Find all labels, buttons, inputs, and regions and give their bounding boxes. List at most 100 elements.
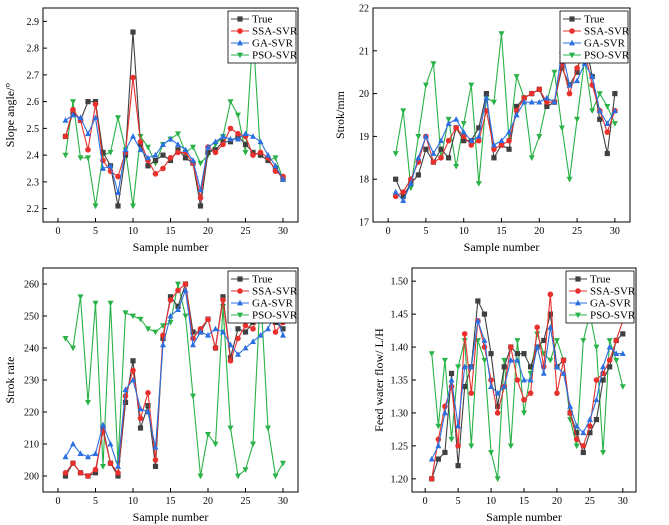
data-point: [573, 436, 580, 443]
data-point: [107, 150, 114, 156]
data-point: [175, 281, 181, 288]
data-point: [566, 90, 573, 97]
y-tick-label: 1.50: [391, 277, 409, 288]
y-tick-label: 230: [24, 376, 39, 387]
data-point: [488, 450, 495, 456]
x-tick-label: 30: [610, 226, 620, 237]
data-point: [453, 116, 460, 122]
data-point: [551, 69, 558, 76]
data-point: [107, 440, 114, 447]
data-point: [197, 160, 204, 167]
data-point: [554, 390, 560, 396]
data-point: [468, 82, 475, 89]
data-point: [100, 421, 106, 428]
data-point: [435, 423, 442, 430]
data-point: [257, 332, 264, 338]
data-point: [130, 74, 136, 81]
legend-marker: [237, 312, 243, 319]
data-point: [212, 325, 219, 332]
data-point: [589, 73, 596, 79]
data-point: [574, 430, 580, 436]
data-point: [586, 416, 593, 422]
data-point: [606, 338, 613, 344]
series-line: [395, 33, 616, 188]
data-point: [506, 128, 513, 135]
data-point: [175, 141, 181, 147]
x-tick-label: 10: [128, 226, 138, 237]
data-point: [197, 328, 204, 335]
data-point: [547, 324, 554, 330]
chart-panel-1: 0 5 10 15 20 25 30 2.2 2.3 2.4 2.5 2.6 2.7 2.8 2.9 Samp…: [3, 7, 299, 254]
data-point: [250, 338, 256, 344]
legend-marker: [237, 288, 243, 294]
data-point: [392, 151, 399, 157]
legend-label: GA-SVR: [252, 298, 294, 310]
data-point: [506, 146, 512, 152]
data-point: [137, 425, 144, 431]
data-point: [145, 390, 151, 396]
y-tick-label: 200: [24, 472, 39, 483]
data-point: [265, 425, 271, 432]
data-point: [536, 134, 543, 140]
x-tick-label: 0: [56, 496, 61, 507]
data-point: [438, 146, 444, 152]
data-point: [430, 159, 437, 165]
data-point: [438, 155, 444, 161]
data-point: [122, 146, 129, 153]
data-point: [400, 108, 407, 114]
legend-label: PSO-SVR: [252, 310, 298, 322]
data-point: [430, 150, 437, 156]
data-point: [175, 131, 181, 137]
data-point: [227, 125, 234, 132]
data-point: [152, 151, 159, 158]
data-point: [145, 144, 151, 151]
y-tick-label: 240: [24, 344, 39, 355]
y-axis-label: Feed water flow/ L/H: [372, 328, 386, 432]
data-point: [543, 94, 550, 101]
data-point: [212, 441, 219, 448]
data-point: [70, 106, 76, 113]
data-point: [100, 425, 106, 431]
data-point: [212, 138, 219, 145]
data-point: [468, 443, 475, 450]
data-point: [227, 135, 234, 142]
data-point: [115, 115, 121, 121]
data-point: [242, 329, 249, 335]
data-point: [257, 149, 264, 156]
data-point: [167, 294, 174, 300]
data-point: [227, 99, 234, 105]
x-tick-label: 0: [423, 496, 428, 507]
data-point: [574, 77, 581, 84]
data-point: [596, 107, 603, 114]
data-point: [587, 423, 593, 429]
data-point: [167, 312, 174, 319]
data-point: [175, 306, 181, 312]
data-point: [422, 133, 429, 139]
x-tick-label: 30: [278, 226, 288, 237]
data-point: [488, 383, 495, 389]
series-line: [395, 50, 616, 202]
data-point: [77, 450, 84, 456]
data-point: [551, 98, 558, 105]
data-point: [190, 393, 196, 400]
data-point: [70, 111, 76, 118]
data-point: [197, 186, 204, 193]
data-point: [461, 138, 467, 144]
data-point: [272, 162, 279, 169]
data-point: [152, 457, 159, 463]
data-point: [442, 449, 448, 456]
data-point: [514, 351, 521, 357]
data-point: [137, 405, 144, 412]
legend-label: True: [252, 274, 272, 286]
data-point: [604, 150, 610, 157]
x-tick-label: 5: [93, 226, 98, 237]
data-point: [438, 137, 445, 144]
data-point: [580, 429, 587, 436]
x-tick-label: 5: [423, 226, 428, 237]
data-point: [272, 329, 279, 335]
series-pso-svr: [392, 31, 618, 191]
data-point: [541, 337, 547, 344]
data-point: [130, 367, 136, 374]
data-point: [558, 125, 565, 132]
